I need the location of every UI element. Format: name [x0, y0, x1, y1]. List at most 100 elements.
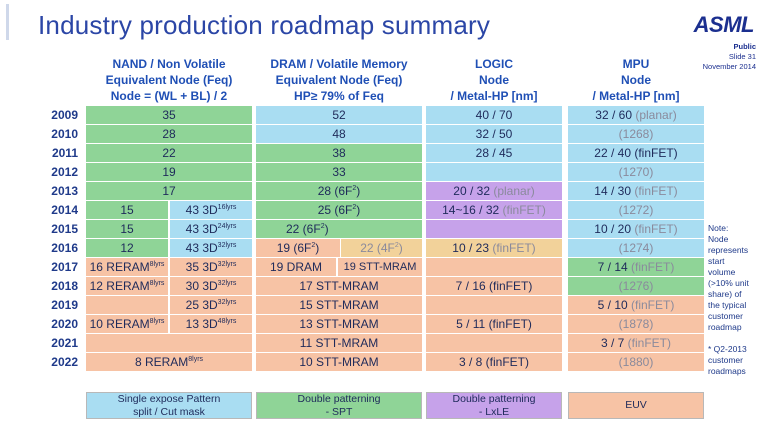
- transistor-type: (finFET): [631, 260, 675, 274]
- nand-header-line: NAND / Non Volatile: [112, 57, 226, 71]
- note-line: start: [708, 256, 725, 266]
- dram-cell-2016-4f2: 22 (4F2): [341, 239, 422, 257]
- logic-header-line: Node: [479, 73, 509, 87]
- cell-text: 25 (6F: [317, 203, 353, 217]
- cell-text: ): [324, 222, 329, 236]
- layer-count: 8lyrs: [149, 280, 165, 287]
- dram-column-header: DRAM / Volatile Memory Equivalent Node (…: [256, 56, 422, 104]
- dram-cell-2021: 11 STT-MRAM: [256, 334, 422, 352]
- cell-text: 10 RERAM: [89, 317, 150, 331]
- dram-cell-2019: 15 STT-MRAM: [256, 296, 422, 314]
- year-label: 2012: [51, 165, 78, 179]
- logic-cell-2010: 32 / 50: [426, 125, 562, 143]
- note-line: Node: [708, 234, 729, 244]
- side-note: Note: Node represents start volume (>10%…: [708, 223, 766, 377]
- year-label: 2021: [51, 336, 78, 350]
- nand-cell-2016-3d: 43 3D32lyrs: [170, 239, 252, 257]
- cell-text: 28 (6F: [317, 184, 353, 198]
- nand-cell-2010: 28: [86, 125, 252, 143]
- nand-cell-2022: 8 RERAM8lyrs: [86, 353, 252, 371]
- layer-count: 8lyrs: [149, 261, 165, 268]
- cell-text: 43 3D: [185, 203, 218, 217]
- year-label: 2009: [51, 108, 78, 122]
- cell-text: ): [356, 184, 361, 198]
- nand-cell-2012: 19: [86, 163, 252, 181]
- footer-line: Double patterning: [297, 392, 381, 405]
- title-accent-bar: [6, 4, 9, 40]
- superscript: 2: [320, 223, 325, 230]
- nand-cell-2018-3d: 30 3D32lyrs: [170, 277, 252, 295]
- logic-cell-2009: 40 / 70: [426, 106, 562, 124]
- classification-label: Public: [733, 42, 756, 51]
- nand-header-line: Node = (WL + BL) / 2: [110, 89, 228, 103]
- note-line: Note:: [708, 223, 729, 233]
- cell-text: 10 / 20: [594, 222, 631, 236]
- note-line: the typical: [708, 300, 747, 310]
- note-line: share) of: [708, 289, 742, 299]
- footer-line: - LxLE: [478, 405, 510, 418]
- logic-cell-2020: 5 / 11 (finFET): [426, 315, 562, 333]
- layer-count: 32lyrs: [217, 242, 237, 249]
- cell-text: ): [356, 203, 361, 217]
- year-axis: 2009 2010 2011 2012 2013 2014 2015 2016 …: [34, 106, 84, 372]
- note-line: represents: [708, 245, 749, 255]
- dram-cell-2015: 22 (6F2): [256, 220, 422, 238]
- year-label: 2017: [51, 260, 78, 274]
- cell-text: 35 3D: [185, 260, 218, 274]
- slide-number: Slide 31: [728, 52, 756, 61]
- transistor-type: (finFET): [488, 317, 532, 331]
- transistor-type: (finFET): [631, 298, 675, 312]
- layer-count: 8lyrs: [188, 356, 204, 363]
- nand-cell-2011: 22: [86, 144, 252, 162]
- logic-cell-2017: [426, 258, 562, 276]
- dram-cell-2013: 28 (6F2): [256, 182, 422, 200]
- mpu-header-line: Node: [621, 73, 651, 87]
- dram-cell-2018: 17 STT-MRAM: [256, 277, 422, 295]
- cell-text: 20 / 32: [453, 184, 490, 198]
- logic-column-header: LOGIC Node / Metal-HP [nm]: [426, 56, 562, 104]
- mpu-patterning-box: EUV: [568, 392, 704, 419]
- transistor-type: (finFET): [634, 184, 678, 198]
- mpu-cell-2009: 32 / 60 (planar): [568, 106, 704, 124]
- transistor-type: (finFET): [634, 146, 678, 160]
- footer-line: Double patterning: [452, 392, 536, 405]
- nand-cell-2017-reram: 16 RERAM8lyrs: [86, 258, 168, 276]
- dram-cell-2016-6f2: 19 (6F2): [256, 239, 340, 257]
- layer-count: 32lyrs: [217, 280, 237, 287]
- transistor-type: (planar): [493, 184, 535, 198]
- note-line: customer: [708, 311, 743, 321]
- logic-cell-2012: [426, 163, 562, 181]
- note-line: roadmap: [708, 322, 742, 332]
- year-label: 2015: [51, 222, 78, 236]
- logic-cell-2011: 28 / 45: [426, 144, 562, 162]
- logic-cell-2021: [426, 334, 562, 352]
- nand-cell-2020-reram: 10 RERAM8lyrs: [86, 315, 168, 333]
- logic-cell-2018: 7 / 16 (finFET): [426, 277, 562, 295]
- logic-cell-2015: [426, 220, 562, 238]
- dram-patterning-box: Double patterning - SPT: [256, 392, 422, 419]
- nand-header-line: Equivalent Node (Feq): [105, 73, 233, 87]
- mpu-header-line: / Metal-HP [nm]: [592, 89, 680, 103]
- cell-text: 13 3D: [185, 317, 218, 331]
- nand-cell-2013: 17: [86, 182, 252, 200]
- cell-text: 22 / 40: [594, 146, 631, 160]
- nand-cell-2016-planar: 12: [86, 239, 168, 257]
- mpu-cell-2021: 3 / 7 (finFET): [568, 334, 704, 352]
- dram-cell-2017-mram: 19 STT-MRAM: [338, 258, 422, 276]
- transistor-type: (finFET): [489, 279, 533, 293]
- dram-header-line: DRAM / Volatile Memory: [270, 57, 408, 71]
- cell-text: 5 / 10: [597, 298, 628, 312]
- mpu-header-line: MPU: [622, 57, 650, 71]
- logic-header-line: / Metal-HP [nm]: [450, 89, 538, 103]
- mpu-cell-2018: (1276): [568, 277, 704, 295]
- logic-patterning-box: Double patterning - LxLE: [426, 392, 562, 419]
- nand-cell-2020-3d: 13 3D48lyrs: [170, 315, 252, 333]
- cell-text: ): [315, 241, 320, 255]
- nand-cell-2009: 35: [86, 106, 252, 124]
- year-label: 2014: [51, 203, 78, 217]
- mpu-cell-2010: (1268): [568, 125, 704, 143]
- asml-logo: ASML: [693, 12, 755, 37]
- cell-text: 22 (4F: [360, 241, 395, 255]
- cell-text: 25 3D: [185, 298, 218, 312]
- year-label: 2011: [51, 146, 78, 160]
